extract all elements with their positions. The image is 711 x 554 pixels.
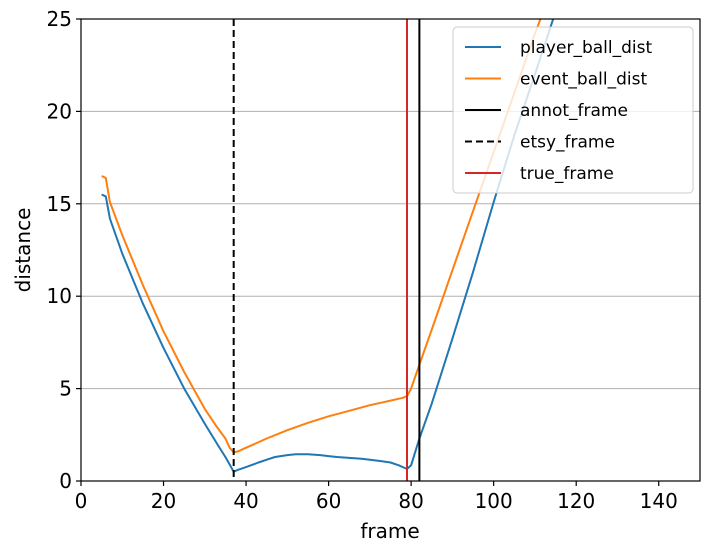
y-tick-label: 20 bbox=[47, 99, 72, 123]
y-axis: 0 5 10 15 20 25 bbox=[47, 7, 81, 493]
y-axis-label: distance bbox=[11, 208, 35, 293]
legend-label: etsy_frame bbox=[520, 133, 615, 153]
x-tick-label: 0 bbox=[75, 489, 88, 513]
x-tick-label: 120 bbox=[557, 489, 595, 513]
legend-box bbox=[452, 26, 694, 194]
legend-label: event_ball_dist bbox=[520, 70, 647, 90]
x-tick-label: 100 bbox=[475, 489, 513, 513]
x-axis: 0 20 40 60 80 100 120 140 bbox=[75, 481, 678, 513]
x-tick-label: 60 bbox=[316, 489, 341, 513]
series-line-event-ball-dist bbox=[101, 19, 542, 454]
y-tick-label: 5 bbox=[59, 377, 72, 401]
y-tick-label: 25 bbox=[47, 7, 72, 31]
vertical-marker-lines bbox=[232, 19, 421, 481]
y-tick-label: 15 bbox=[47, 192, 72, 216]
series-group bbox=[101, 19, 555, 473]
legend-label: player_ball_dist bbox=[520, 38, 652, 58]
x-axis-label: frame bbox=[360, 519, 419, 543]
x-tick-label: 20 bbox=[151, 489, 176, 513]
y-tick-label: 0 bbox=[59, 469, 72, 493]
legend-label: annot_frame bbox=[520, 101, 628, 121]
legend: player_ball_dist event_ball_dist annot_fra… bbox=[452, 26, 694, 194]
y-tick-label: 10 bbox=[47, 284, 72, 308]
series-line-player-ball-dist bbox=[101, 19, 555, 473]
legend-label: true_frame bbox=[520, 164, 614, 184]
x-tick-label: 140 bbox=[640, 489, 678, 513]
plot-frame bbox=[80, 18, 701, 482]
x-tick-label: 80 bbox=[398, 489, 423, 513]
x-tick-label: 40 bbox=[233, 489, 258, 513]
